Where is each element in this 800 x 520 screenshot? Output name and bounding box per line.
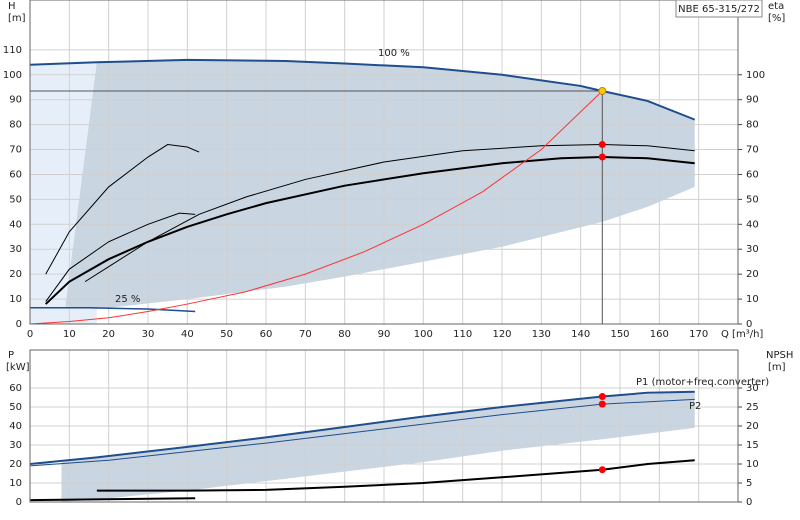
curve-label: 25 % — [115, 294, 140, 305]
y2-tick-label: 10 — [746, 294, 759, 305]
y-tick-label: 50 — [9, 402, 22, 413]
y2-axis-unit: [m] — [768, 362, 786, 373]
y-axis-unit: [kW] — [6, 362, 30, 373]
y-tick-label: 60 — [9, 169, 22, 180]
curve — [29, 390, 695, 465]
x-tick-label: 110 — [453, 329, 472, 340]
y-axis-label: P — [8, 350, 14, 361]
x-tick-label: 120 — [492, 329, 511, 340]
y-tick-label: 0 — [16, 497, 22, 508]
curve — [29, 58, 696, 121]
y2-axis-label: eta — [768, 1, 784, 12]
curve — [29, 90, 603, 325]
curve — [45, 144, 200, 275]
x-tick-label: 50 — [220, 329, 233, 340]
y-tick-label: 30 — [9, 244, 22, 255]
curve — [29, 398, 695, 467]
y-tick-label: 110 — [3, 45, 22, 56]
operating-area — [65, 59, 695, 310]
y2-tick-label: 60 — [746, 169, 759, 180]
y2-tick-label: 5 — [746, 478, 752, 489]
curve — [96, 459, 695, 492]
y2-tick-label: 15 — [746, 440, 759, 451]
y-tick-label: 90 — [9, 95, 22, 106]
x-tick-label: 70 — [299, 329, 312, 340]
curve — [30, 307, 196, 313]
y-tick-label: 10 — [9, 478, 22, 489]
curve-label: P1 (motor+freq.converter) — [636, 377, 769, 388]
y2-tick-label: 40 — [746, 219, 759, 230]
y2-tick-label: 100 — [746, 70, 765, 81]
y2-tick-label: 25 — [746, 402, 759, 413]
y2-tick-label: 80 — [746, 120, 759, 131]
operating-area — [61, 391, 695, 502]
y-tick-label: 40 — [9, 421, 22, 432]
duty-point — [598, 153, 606, 161]
y2-tick-label: 70 — [746, 145, 759, 156]
x-tick-label: 0 — [27, 329, 33, 340]
y2-tick-label: 0 — [746, 497, 752, 508]
y-tick-label: 30 — [9, 440, 22, 451]
y-tick-label: 80 — [9, 120, 22, 131]
curve — [84, 144, 695, 283]
y-tick-label: 0 — [16, 319, 22, 330]
duty-point — [598, 466, 606, 474]
y-tick-label: 40 — [9, 219, 22, 230]
y2-tick-label: 90 — [746, 95, 759, 106]
x-tick-label: 140 — [571, 329, 590, 340]
x-axis-label: Q [m³/h] — [721, 329, 763, 340]
duty-point — [598, 141, 606, 149]
y2-tick-label: 30 — [746, 383, 759, 394]
y2-tick-label: 30 — [746, 244, 759, 255]
y-tick-label: 20 — [9, 459, 22, 470]
duty-point — [598, 86, 607, 95]
plot-frame — [29, 349, 739, 503]
y-tick-label: 10 — [9, 294, 22, 305]
y-axis-unit: [m] — [8, 13, 26, 24]
curve-label: P2 — [689, 401, 701, 412]
y2-tick-label: 50 — [746, 194, 759, 205]
chart-title: NBE 65-315/272 — [678, 4, 760, 15]
y-tick-label: 20 — [9, 269, 22, 280]
curve — [45, 156, 695, 305]
y2-axis-label: NPSH — [766, 350, 793, 361]
x-tick-label: 30 — [142, 329, 155, 340]
y2-axis-unit: [%] — [768, 13, 785, 24]
y-tick-label: 70 — [9, 145, 22, 156]
curve-label: 100 % — [378, 48, 410, 59]
curve — [45, 212, 196, 302]
title-box — [675, 0, 763, 18]
y2-tick-label: 0 — [746, 319, 752, 330]
y-tick-label: 60 — [9, 383, 22, 394]
x-tick-label: 60 — [260, 329, 273, 340]
y-tick-label: 100 — [3, 70, 22, 81]
x-tick-label: 130 — [532, 329, 551, 340]
y2-tick-label: 10 — [746, 459, 759, 470]
x-tick-label: 150 — [610, 329, 629, 340]
y2-tick-label: 20 — [746, 269, 759, 280]
duty-point — [598, 393, 606, 401]
x-tick-label: 170 — [689, 329, 708, 340]
x-tick-label: 20 — [102, 329, 115, 340]
x-tick-label: 160 — [650, 329, 669, 340]
x-tick-label: 90 — [378, 329, 391, 340]
plot-frame — [29, 0, 739, 325]
x-tick-label: 10 — [63, 329, 76, 340]
duty-point — [598, 400, 606, 408]
y-axis-label: H — [8, 1, 16, 12]
y2-tick-label: 20 — [746, 421, 759, 432]
curve — [29, 497, 196, 502]
x-tick-label: 100 — [414, 329, 433, 340]
x-tick-label: 80 — [338, 329, 351, 340]
y-tick-label: 50 — [9, 194, 22, 205]
x-tick-label: 40 — [181, 329, 194, 340]
